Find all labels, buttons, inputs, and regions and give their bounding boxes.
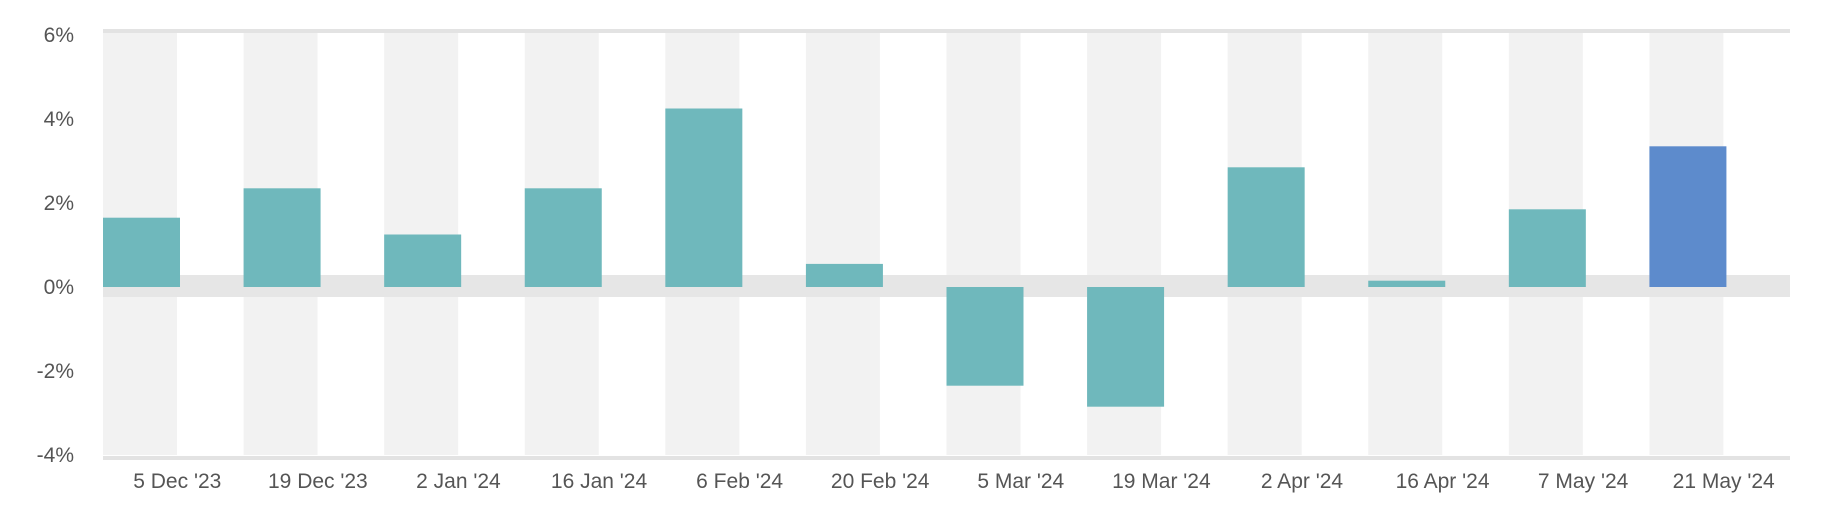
bar bbox=[1368, 280, 1446, 287]
x-tick-label: 16 Apr '24 bbox=[1396, 470, 1490, 493]
category-bands bbox=[103, 32, 1724, 455]
bar bbox=[1649, 146, 1727, 287]
top-axis-line bbox=[103, 29, 1790, 33]
bar bbox=[103, 217, 180, 287]
bar bbox=[243, 188, 321, 287]
x-axis-ticks: 5 Dec '23 19 Dec '23 2 Jan '24 16 Jan '24 6 … bbox=[133, 470, 1775, 493]
x-tick-label: 20 Feb '24 bbox=[831, 470, 930, 493]
x-axis-line bbox=[103, 456, 1790, 460]
x-tick-label: 6 Feb '24 bbox=[696, 470, 783, 493]
x-tick-label: 19 Dec '23 bbox=[268, 470, 368, 493]
x-tick-label: 2 Apr '24 bbox=[1261, 470, 1344, 493]
bar bbox=[946, 287, 1024, 386]
x-tick-label: 5 Dec '23 bbox=[133, 470, 221, 493]
axes bbox=[103, 29, 1790, 460]
x-tick-label: 5 Mar '24 bbox=[977, 470, 1064, 493]
y-tick-label: 6% bbox=[44, 24, 74, 47]
x-tick-label: 19 Mar '24 bbox=[1112, 470, 1211, 493]
category-band bbox=[946, 32, 1021, 455]
y-tick-label: -2% bbox=[37, 360, 74, 383]
y-tick-label: 2% bbox=[44, 192, 74, 215]
x-tick-label: 7 May '24 bbox=[1538, 470, 1629, 493]
x-tick-label: 16 Jan '24 bbox=[551, 470, 648, 493]
y-tick-label: -4% bbox=[37, 444, 74, 467]
category-band bbox=[1368, 32, 1443, 455]
bar bbox=[384, 234, 462, 287]
bar bbox=[524, 188, 602, 287]
bars bbox=[103, 108, 1727, 407]
category-band bbox=[805, 32, 880, 455]
bar bbox=[805, 263, 883, 287]
y-axis-ticks: 6% 4% 2% 0% -2% -4% bbox=[37, 24, 74, 467]
bar bbox=[665, 108, 743, 287]
bar bbox=[1087, 287, 1165, 407]
bar bbox=[1227, 167, 1305, 287]
y-tick-label: 0% bbox=[44, 276, 74, 299]
x-tick-label: 2 Jan '24 bbox=[416, 470, 501, 493]
x-tick-label: 21 May '24 bbox=[1673, 470, 1775, 493]
y-tick-label: 4% bbox=[44, 108, 74, 131]
bar bbox=[1508, 209, 1586, 287]
